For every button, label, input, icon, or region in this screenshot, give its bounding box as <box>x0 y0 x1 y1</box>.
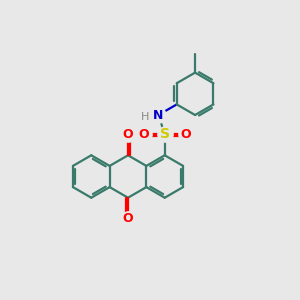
Text: O: O <box>123 212 133 225</box>
Text: H: H <box>140 112 149 122</box>
Text: S: S <box>160 127 170 141</box>
Text: O: O <box>138 128 149 141</box>
Text: O: O <box>181 128 191 141</box>
Text: N: N <box>153 109 164 122</box>
Text: O: O <box>123 128 133 141</box>
